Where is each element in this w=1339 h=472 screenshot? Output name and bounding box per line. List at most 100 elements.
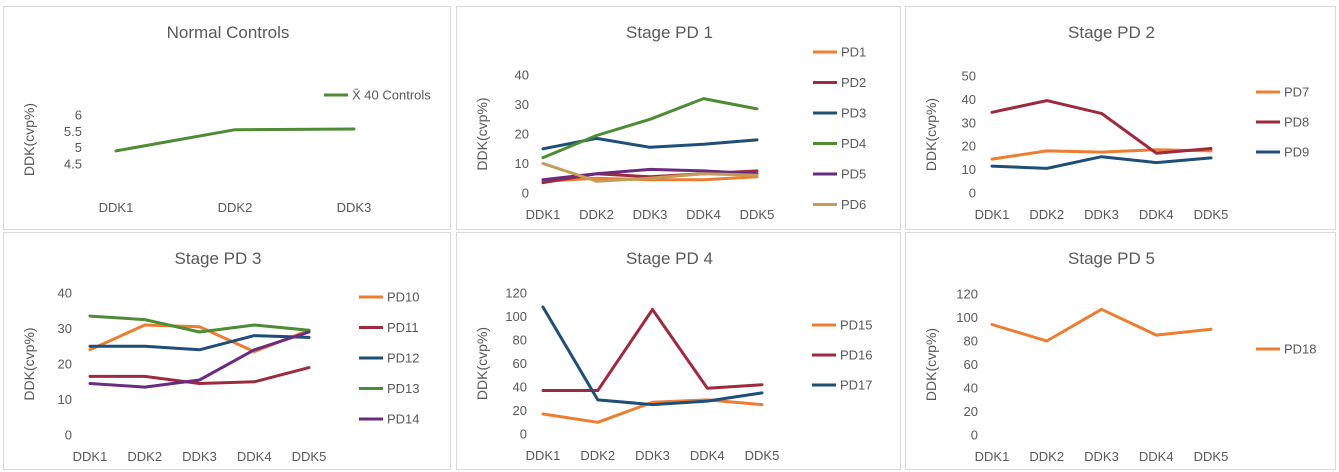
legend-label: PD12 (387, 351, 420, 366)
x-tick-label: DDK4 (686, 207, 721, 222)
x-tick-label: DDK2 (1029, 207, 1064, 222)
x-tick-label: DDK2 (1029, 449, 1064, 464)
y-tick-label: 10 (58, 392, 72, 407)
legend-label: PD13 (387, 381, 420, 396)
series-line-pd17 (541, 305, 764, 407)
y-axis-label: DDK(cvp%) (923, 328, 939, 401)
chart-title: Stage PD 2 (1068, 23, 1155, 42)
series-line-x-40-controls (114, 127, 356, 153)
legend-label: PD6 (841, 197, 866, 212)
y-axis-label: DDK(cvp%) (474, 97, 490, 170)
chart-title: Stage PD 5 (1068, 249, 1155, 268)
y-tick-label: 20 (515, 127, 529, 142)
legend-label: PD1 (841, 45, 866, 60)
y-axis-label: DDK(cvp%) (923, 98, 939, 171)
chart-svg: Stage PD 1 DDK(cvp%) 0 10 20 30 40 DDK1 DDK2 DDK3… (474, 23, 866, 222)
x-tick-label: DDK5 (745, 448, 780, 463)
y-tick-label: 30 (962, 115, 976, 130)
x-tick-label: DDK3 (182, 449, 217, 464)
legend-label: PD5 (841, 167, 866, 182)
x-tick-label: DDK4 (1139, 449, 1174, 464)
x-tick-label: DDK1 (526, 448, 561, 463)
x-tick-label: DDK1 (99, 200, 134, 215)
x-tick-label: DDK5 (740, 207, 775, 222)
y-tick-label: 6 (75, 108, 82, 123)
y-tick-label: 20 (964, 404, 978, 419)
legend-label: PD16 (840, 348, 873, 363)
chart-title: Stage PD 1 (626, 23, 713, 42)
y-tick-label: 20 (513, 403, 527, 418)
legend-label: PD14 (387, 412, 420, 427)
legend-label: PD17 (840, 378, 873, 393)
x-tick-label: DDK1 (73, 449, 108, 464)
x-tick-label: DDK3 (1084, 449, 1119, 464)
legend-label: PD9 (1284, 145, 1309, 160)
y-tick-label: 0 (520, 427, 527, 442)
y-tick-label: 20 (962, 139, 976, 154)
series-line-pd16 (541, 308, 764, 392)
series-line-pd11 (88, 366, 311, 385)
y-tick-label: 10 (962, 162, 976, 177)
y-tick-label: 40 (964, 381, 978, 396)
x-tick-label: DDK4 (690, 448, 725, 463)
y-tick-label: 0 (522, 186, 529, 201)
chart-title: Normal Controls (167, 23, 290, 42)
chart-panel-stage-pd2: Stage PD 2 DDK(cvp%) 0 10 20 30 40 50 DDK1 DDK2 DD… (905, 6, 1336, 230)
chart-svg: Stage PD 3 DDK(cvp%) 0 10 20 30 40 DDK1 DDK2 DDK3… (21, 249, 420, 464)
y-tick-label: 120 (505, 286, 527, 301)
x-tick-label: DDK2 (580, 448, 615, 463)
legend-label: PD7 (1284, 85, 1309, 100)
chart-svg: Normal Controls DDK(cvp%) 4.5 55.56 DDK1 DDK2… (21, 23, 431, 215)
y-tick-label: 0 (65, 428, 72, 443)
chart-panel-normal-controls: Normal Controls DDK(cvp%) 4.5 5 5.5 6 DDK1 DDK2… (3, 6, 451, 230)
legend-label: PD10 (387, 290, 420, 305)
x-tick-label: DDK3 (633, 207, 668, 222)
series-line-pd7 (990, 148, 1213, 161)
chart-title: Stage PD 4 (626, 249, 713, 268)
series-line-pd9 (990, 155, 1213, 170)
x-tick-label: DDK2 (127, 449, 162, 464)
y-tick-label: 4.5 (64, 157, 82, 172)
y-tick-label: 60 (964, 357, 978, 372)
series-line-pd4 (541, 97, 759, 160)
chart-svg: Stage PD 4 DDK(cvp%) 0 20 40 60 80 100 120 DDK1 DD… (474, 249, 873, 463)
series-line-pd12 (88, 334, 311, 352)
x-tick-label: DDK4 (237, 449, 272, 464)
legend-label: PD15 (840, 318, 873, 333)
x-tick-label: DDK5 (292, 449, 327, 464)
y-tick-label: 5.5 (64, 124, 82, 139)
y-tick-label: 30 (58, 321, 72, 336)
chart-panel-stage-pd1: Stage PD 1 DDK(cvp%) 0 10 20 30 40 DDK1 DDK2 DDK3… (456, 6, 901, 230)
chart-panel-stage-pd4: Stage PD 4 DDK(cvp%) 0 20 40 60 80 100 120 DDK1 DD… (456, 232, 901, 470)
y-tick-label: 0 (971, 428, 978, 443)
x-tick-label: DDK5 (1194, 449, 1229, 464)
chart-svg: Stage PD 5 DDK(cvp%) 0 20 40 60 80 100 120 DDK1 DD… (923, 249, 1317, 464)
x-tick-label: DDK1 (526, 207, 561, 222)
y-tick-label: 40 (58, 286, 72, 301)
y-tick-label: 40 (513, 380, 527, 395)
x-tick-label: DDK1 (975, 207, 1010, 222)
x-tick-label: DDK4 (1139, 207, 1174, 222)
y-tick-label: 30 (515, 97, 529, 112)
series-line-pd8 (990, 99, 1213, 155)
legend-label: PD4 (841, 136, 866, 151)
y-tick-label: 100 (505, 309, 527, 324)
y-tick-label: 40 (515, 68, 529, 83)
y-tick-label: 40 (962, 92, 976, 107)
y-tick-label: 10 (515, 156, 529, 171)
y-tick-label: 0 (969, 186, 976, 201)
y-tick-label: 5 (75, 140, 82, 155)
x-tick-label: DDK3 (635, 448, 670, 463)
y-axis-label: DDK(cvp%) (21, 103, 37, 176)
chart-title: Stage PD 3 (175, 249, 262, 268)
chart-svg: Stage PD 2 DDK(cvp%) 0 10 20 30 40 50 DDK1 DDK2 DD… (923, 23, 1309, 222)
chart-panel-stage-pd5: Stage PD 5 DDK(cvp%) 0 20 40 60 80 100 120 DDK1 DD… (905, 232, 1336, 470)
y-axis-label: DDK(cvp%) (474, 327, 490, 400)
x-tick-label: DDK2 (218, 200, 253, 215)
y-tick-label: 20 (58, 357, 72, 372)
series-line-pd18 (990, 307, 1213, 343)
series-line-pd15 (541, 398, 764, 424)
x-tick-label: DDK2 (579, 207, 614, 222)
y-tick-label: 120 (956, 287, 978, 302)
